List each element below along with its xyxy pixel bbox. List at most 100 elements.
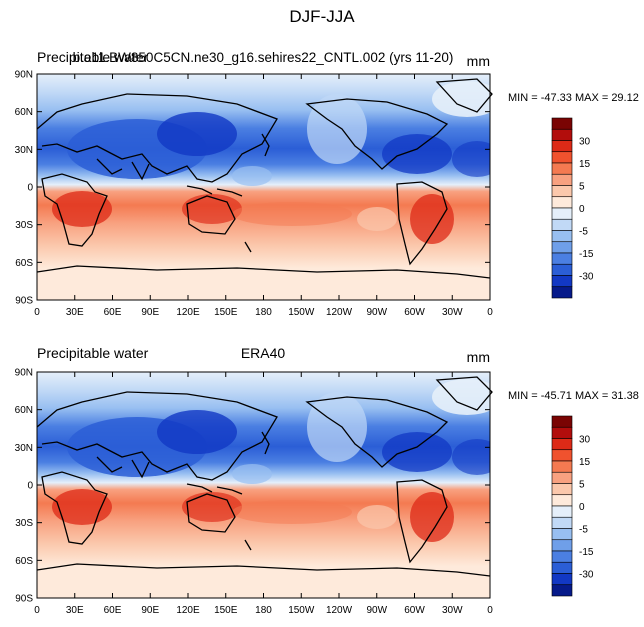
colorbar-swatch — [551, 140, 573, 153]
colorbar-swatch — [551, 185, 573, 198]
colorbar-label: 30 — [579, 137, 591, 148]
lon-tick-label: 90W — [366, 605, 387, 616]
lat-tick-label: 90S — [15, 594, 33, 605]
colorbar-swatch — [551, 561, 573, 574]
colorbar-swatch — [551, 207, 573, 220]
panel-1-units: mm — [467, 53, 490, 69]
colorbar-swatch — [551, 528, 573, 541]
colorbar-swatch — [551, 471, 573, 484]
colorbar-swatch — [551, 218, 573, 231]
map-2-lon-axis: 0 30E 60E 90E 120E 150E 180 150W 120W 90W 60W 30W 0 — [34, 372, 493, 616]
lon-tick-label: 90E — [141, 307, 159, 318]
lat-tick-label: 0 — [27, 481, 33, 492]
colorbar-label: -30 — [579, 272, 594, 283]
lon-tick-label: 150W — [288, 605, 315, 616]
figure-title: DJF-JJA — [289, 7, 355, 26]
lon-tick-label: 180 — [255, 307, 272, 318]
lat-tick-label: 30S — [15, 518, 33, 529]
colorbar-label: 0 — [579, 204, 585, 215]
colorbar-label: 5 — [579, 182, 585, 193]
colorbar-swatch — [551, 483, 573, 496]
lat-tick-label: 0 — [27, 183, 33, 194]
colorbar-2: 30 15 5 0 -5 -15 -30 — [551, 415, 594, 597]
panel-1-center-title: b.e11.BW850C5CN.ne30_g16.sehires22_CNTL.… — [73, 50, 454, 65]
colorbar-swatch — [551, 196, 573, 209]
lat-tick-label: 90N — [15, 70, 33, 81]
colorbar-swatch — [551, 438, 573, 451]
map-2-plot — [37, 372, 502, 598]
colorbar-label: -5 — [579, 227, 588, 238]
colorbar-swatch — [551, 505, 573, 518]
lon-tick-label: 0 — [34, 605, 40, 616]
lon-tick-label: 0 — [487, 605, 493, 616]
colorbar-swatch — [551, 162, 573, 175]
lon-tick-label: 60E — [104, 605, 122, 616]
colorbar-swatch — [551, 275, 573, 288]
lon-tick-label: 120E — [176, 605, 200, 616]
colorbar-swatch — [551, 286, 573, 299]
colorbar-swatch — [551, 415, 573, 428]
colorbar-label: 15 — [579, 159, 591, 170]
lon-tick-label: 150E — [214, 605, 238, 616]
colorbar-swatch — [551, 539, 573, 552]
colorbar-swatch — [551, 426, 573, 439]
colorbar-label: 5 — [579, 480, 585, 491]
colorbar-swatch — [551, 241, 573, 254]
lon-tick-label: 60W — [404, 605, 425, 616]
lon-tick-label: 90E — [141, 605, 159, 616]
panel-2-stats: MIN = -45.71 MAX = 31.38 — [508, 390, 639, 402]
panel-2: 90N 60N 30N 0 30S 60S 90S 0 30E 60E 90E 120E 150E 18… — [15, 368, 502, 616]
colorbar-label: 15 — [579, 457, 591, 468]
lat-tick-label: 30N — [15, 145, 33, 156]
lat-tick-label: 60S — [15, 258, 33, 269]
lon-tick-label: 150W — [288, 307, 315, 318]
colorbar-label: 0 — [579, 502, 585, 513]
map-1-lon-axis: 0 30E 60E 90E 120E 150E 180 150W 120W 90W 60W 30W 0 — [34, 74, 493, 318]
map-1-plot — [37, 74, 502, 300]
colorbar-swatch — [551, 516, 573, 529]
lon-tick-label: 0 — [487, 307, 493, 318]
panel-2-left-title: Precipitable water — [37, 345, 149, 361]
lon-tick-label: 30W — [442, 307, 463, 318]
colorbar-swatch — [551, 252, 573, 265]
colorbar-swatch — [551, 263, 573, 276]
lat-tick-label: 30N — [15, 443, 33, 454]
lon-tick-label: 30E — [66, 307, 84, 318]
lat-tick-label: 60S — [15, 556, 33, 567]
colorbar-swatch — [551, 460, 573, 473]
lon-tick-label: 60W — [404, 307, 425, 318]
colorbar-swatch — [551, 494, 573, 507]
colorbar-swatch — [551, 173, 573, 186]
colorbar-swatch — [551, 128, 573, 141]
panel-2-center-title: ERA40 — [241, 345, 286, 361]
lon-tick-label: 120W — [326, 605, 353, 616]
lon-tick-label: 90W — [366, 307, 387, 318]
lat-tick-label: 30S — [15, 220, 33, 231]
panel-2-units: mm — [467, 349, 490, 365]
colorbar-label: -15 — [579, 249, 594, 260]
colorbar-label: -5 — [579, 525, 588, 536]
panel-1-stats: MIN = -47.33 MAX = 29.12 — [508, 92, 639, 104]
colorbar-swatch — [551, 230, 573, 243]
colorbar-swatch — [551, 550, 573, 563]
lat-tick-label: 60N — [15, 405, 33, 416]
colorbar-swatch — [551, 573, 573, 586]
lon-tick-label: 60E — [104, 307, 122, 318]
lon-tick-label: 30W — [442, 605, 463, 616]
panel-1: 90N 60N 30N 0 30S 60S 90S 0 30E 60E 90E 120E 150E 18… — [15, 70, 502, 318]
colorbar-label: -15 — [579, 547, 594, 558]
colorbar-swatch — [551, 584, 573, 597]
lon-tick-label: 120W — [326, 307, 353, 318]
colorbar-swatch — [551, 151, 573, 164]
lon-tick-label: 150E — [214, 307, 238, 318]
lon-tick-label: 30E — [66, 605, 84, 616]
lat-tick-label: 90N — [15, 368, 33, 379]
colorbar-swatch — [551, 117, 573, 130]
map-1-lat-axis: 90N 60N 30N 0 30S 60S 90S — [15, 70, 490, 307]
colorbar-label: -30 — [579, 570, 594, 581]
colorbar-1: 30 15 5 0 -5 -15 -30 — [551, 117, 594, 299]
lon-tick-label: 180 — [255, 605, 272, 616]
lon-tick-label: 120E — [176, 307, 200, 318]
colorbar-swatch — [551, 449, 573, 462]
